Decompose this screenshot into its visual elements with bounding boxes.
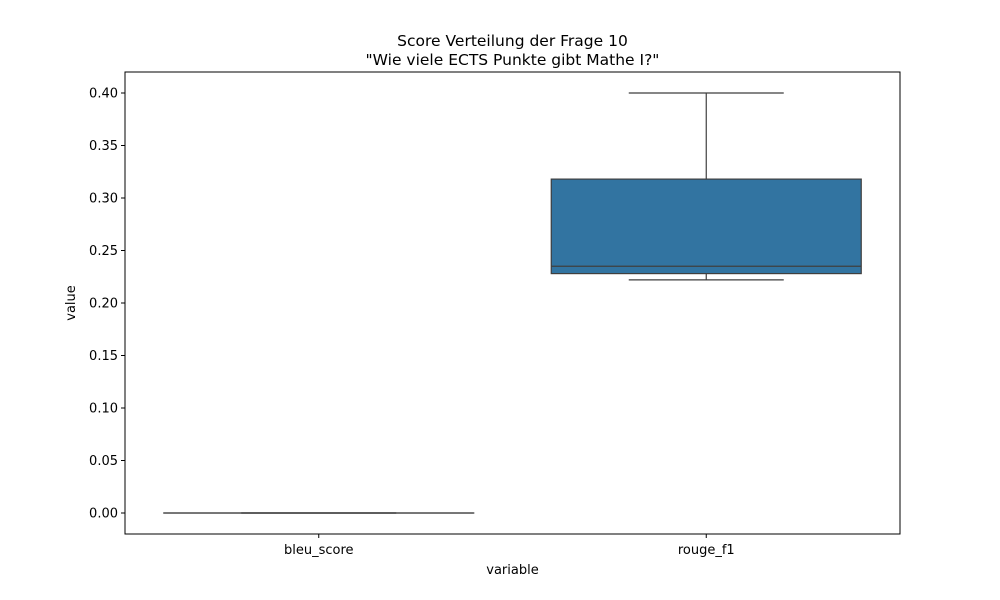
- box-rouge_f1: [550, 92, 862, 281]
- y-axis-label: value: [64, 285, 79, 321]
- x-tick-label: bleu_score: [284, 543, 354, 558]
- plot-area-frame: [124, 71, 901, 535]
- y-tick-label: 0.25: [89, 244, 118, 259]
- box-iqr: [550, 178, 862, 275]
- y-tick-label: 0.40: [89, 87, 118, 102]
- y-tick-label: 0.20: [89, 297, 118, 312]
- x-tick-label: rouge_f1: [678, 543, 735, 558]
- chart-title-line-2: "Wie viele ECTS Punkte gibt Mathe I?": [366, 51, 660, 69]
- y-tick-label: 0.30: [89, 192, 118, 207]
- plot-content: [163, 92, 862, 514]
- y-axis-ticks: 0.00 0.05 0.10 0.15 0.20 0.25 0.30 0.35 0.40: [89, 87, 125, 522]
- chart-title-line-1: Score Verteilung der Frage 10: [397, 32, 628, 50]
- y-tick-label: 0.10: [89, 402, 118, 417]
- y-tick-label: 0.00: [89, 507, 118, 522]
- x-axis-label: variable: [486, 563, 538, 578]
- y-tick-label: 0.35: [89, 139, 118, 154]
- y-tick-label: 0.05: [89, 454, 118, 469]
- x-axis-ticks: bleu_score rouge_f1: [284, 534, 735, 558]
- y-tick-label: 0.15: [89, 349, 118, 364]
